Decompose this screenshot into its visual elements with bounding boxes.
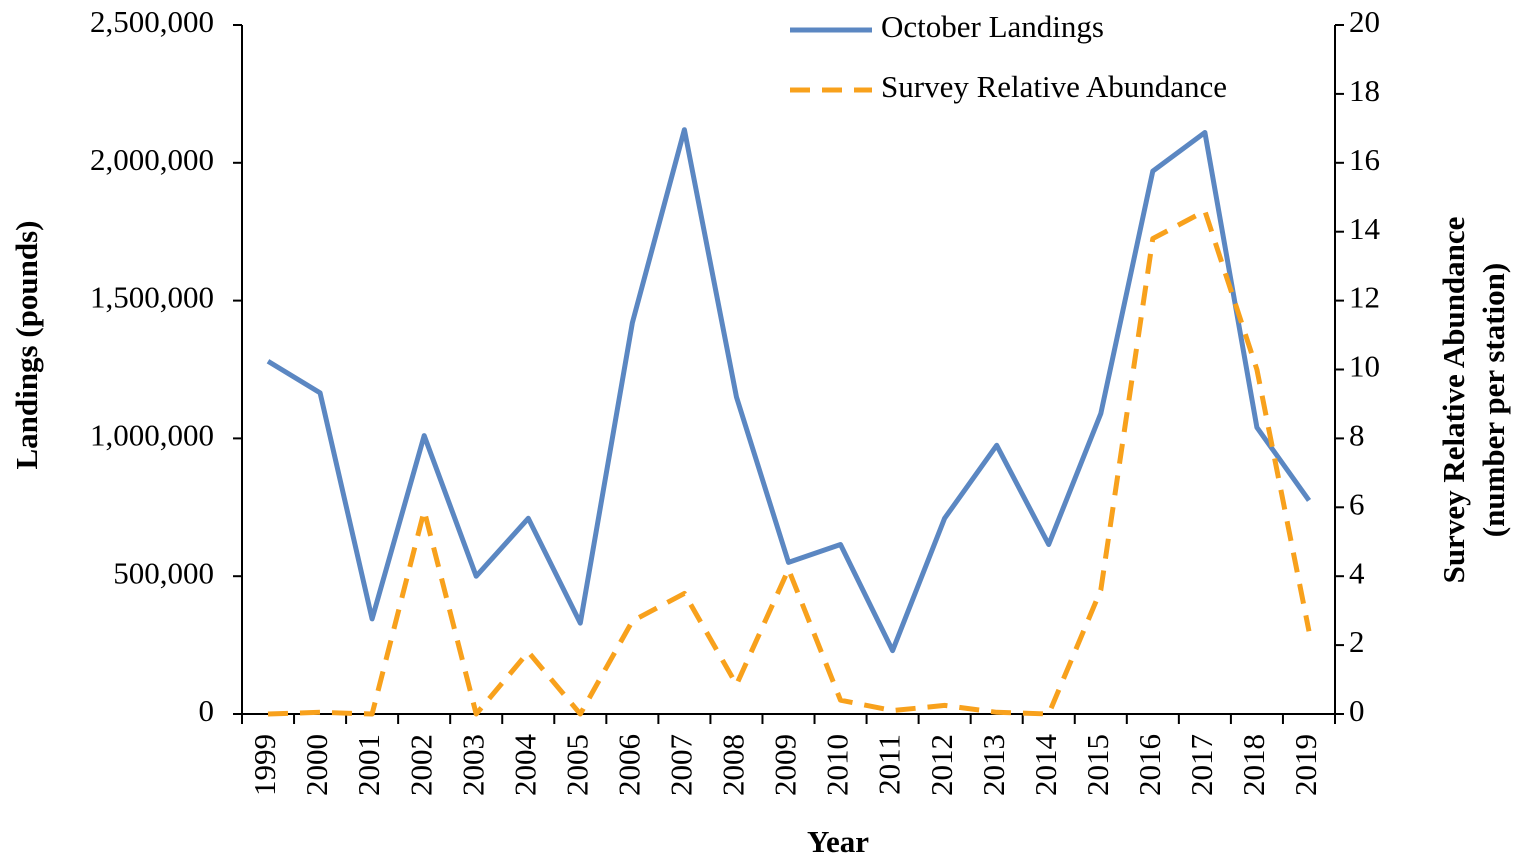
y2-tick-label: 6	[1349, 486, 1365, 521]
y2-tick-label: 8	[1349, 418, 1365, 453]
x-tick-label: 2016	[1132, 734, 1167, 796]
x-tick-label: 2007	[664, 734, 699, 796]
x-tick-label: 2014	[1028, 734, 1063, 797]
x-tick-label: 2012	[924, 734, 959, 796]
y-tick-label: 500,000	[113, 555, 214, 590]
x-tick-label: 2009	[768, 734, 803, 796]
x-tick-label: 2006	[611, 734, 646, 796]
x-tick-label: 2010	[820, 734, 855, 796]
x-tick-label: 2002	[403, 734, 438, 796]
x-tick-label: 2013	[976, 734, 1011, 796]
x-tick-label: 2011	[872, 734, 907, 795]
y2-axis-title: Survey Relative Abundance	[1436, 217, 1471, 584]
y2-tick-label: 16	[1349, 142, 1380, 177]
x-tick-label: 2008	[716, 734, 751, 796]
y2-tick-label: 20	[1349, 4, 1380, 39]
data-line	[267, 208, 1312, 717]
y2-axis-title: (number per station)	[1476, 263, 1511, 537]
x-tick-label: 2004	[507, 734, 542, 797]
y-tick-label: 2,500,000	[90, 4, 214, 39]
data-line	[266, 127, 1312, 654]
y2-tick-label: 0	[1349, 693, 1365, 728]
y-tick-label: 2,000,000	[90, 142, 214, 177]
y-axis-title: Landings (pounds)	[9, 221, 44, 470]
x-tick-label: 2017	[1184, 734, 1219, 796]
legend-label: October Landings	[881, 9, 1104, 44]
y2-tick-label: 14	[1349, 211, 1381, 246]
y-tick-label: 1,500,000	[90, 280, 214, 315]
x-tick-label: 2001	[351, 734, 386, 796]
x-tick-label: 2005	[559, 734, 594, 796]
y2-tick-label: 10	[1349, 349, 1380, 384]
x-tick-label: 2015	[1080, 734, 1115, 796]
y-tick-label: 1,000,000	[90, 418, 214, 453]
legend-label: Survey Relative Abundance	[881, 69, 1227, 104]
x-tick-label: 2003	[455, 734, 490, 796]
x-axis-title: Year	[807, 824, 869, 859]
x-tick-label: 2018	[1236, 734, 1271, 796]
x-tick-label: 1999	[247, 734, 282, 796]
y2-tick-label: 12	[1349, 280, 1380, 315]
y2-tick-label: 18	[1349, 73, 1380, 108]
x-tick-label: 2000	[299, 734, 334, 796]
y2-tick-label: 4	[1349, 555, 1365, 590]
y2-tick-label: 2	[1349, 624, 1365, 659]
y-tick-label: 0	[199, 693, 215, 728]
x-tick-label: 2019	[1288, 734, 1323, 796]
